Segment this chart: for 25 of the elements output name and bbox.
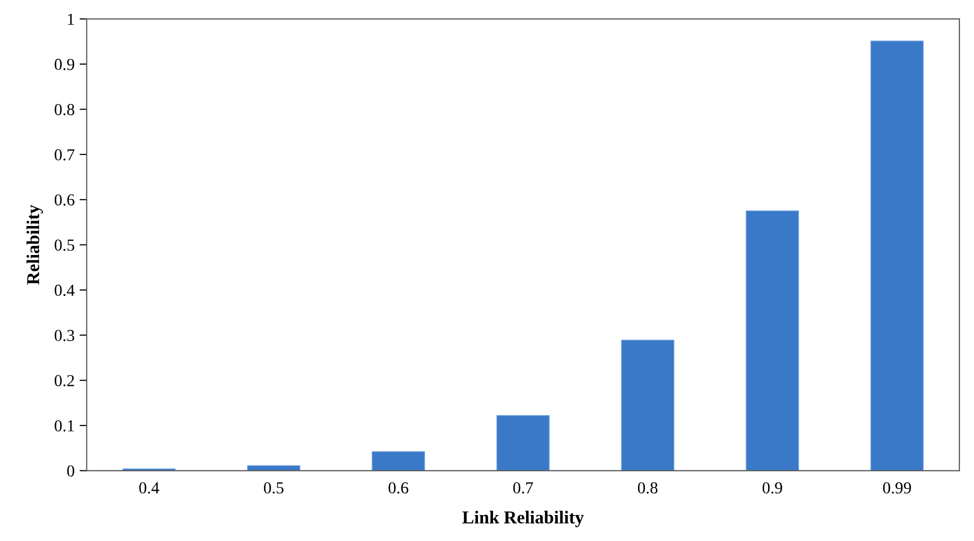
y-axis-title: Reliability xyxy=(26,204,43,285)
x-tick-label: 0.99 xyxy=(883,482,911,494)
y-tick-label: 0.3 xyxy=(54,330,74,342)
bar xyxy=(372,451,425,471)
y-tick-label: 0.5 xyxy=(54,240,74,251)
x-tick-label: 0.8 xyxy=(638,482,658,494)
y-tick-label: 0.2 xyxy=(54,375,74,386)
bar xyxy=(621,340,674,471)
x-tick-label: 0.7 xyxy=(513,482,533,494)
bar xyxy=(496,415,550,471)
x-axis-title: Link Reliability xyxy=(462,510,584,528)
x-tick-label: 0.4 xyxy=(139,482,160,494)
y-tick-label: 0.4 xyxy=(54,284,75,296)
y-tick-label: 0.9 xyxy=(54,58,74,70)
y-tick-label: 0.1 xyxy=(54,420,74,432)
bar xyxy=(746,210,799,471)
y-tick-label: 0 xyxy=(67,465,74,477)
x-tick-label: 0.5 xyxy=(264,482,284,494)
x-tick-label: 0.6 xyxy=(388,482,408,494)
y-tick-label: 0.8 xyxy=(54,104,74,116)
x-tick-label: 0.9 xyxy=(762,482,782,494)
bar xyxy=(870,40,924,471)
y-tick-label: 1 xyxy=(68,14,74,25)
y-tick-label: 0.6 xyxy=(54,194,74,206)
y-tick-label: 0.7 xyxy=(54,149,74,160)
